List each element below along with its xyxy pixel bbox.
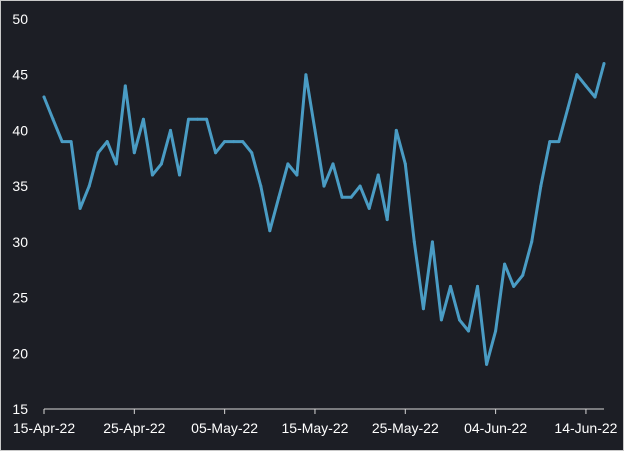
x-tick-label: 05-May-22: [191, 420, 258, 436]
data-point: [349, 195, 353, 199]
y-tick-label: 20: [12, 345, 28, 361]
data-point: [467, 329, 470, 333]
data-point: [205, 117, 209, 121]
data-point: [539, 184, 543, 188]
data-point: [548, 140, 552, 144]
data-point: [376, 173, 380, 177]
data-point: [187, 117, 190, 121]
data-point: [358, 184, 362, 188]
data-point: [87, 184, 91, 188]
data-point: [430, 240, 434, 244]
data-point: [268, 229, 272, 233]
data-point: [277, 195, 281, 199]
data-point: [42, 95, 46, 99]
data-point: [385, 218, 389, 222]
data-point: [313, 128, 317, 132]
y-tick-label: 30: [12, 234, 28, 250]
data-point: [566, 106, 570, 110]
data-point: [458, 318, 461, 322]
data-point: [494, 329, 498, 333]
data-point: [331, 162, 335, 166]
data-point: [259, 184, 263, 188]
data-point: [60, 140, 64, 144]
data-point: [69, 140, 73, 144]
data-point: [421, 307, 425, 311]
data-point: [485, 362, 489, 366]
data-point: [602, 62, 606, 66]
data-point: [196, 117, 199, 121]
data-point: [223, 140, 227, 144]
data-point: [250, 151, 254, 155]
data-point: [367, 206, 371, 210]
y-tick-label: 50: [12, 11, 28, 27]
series-line: [42, 62, 606, 366]
y-tick-label: 15: [12, 401, 28, 417]
data-point: [232, 140, 236, 144]
y-tick-label: 45: [12, 67, 28, 83]
axes: [43, 408, 604, 414]
data-point: [412, 240, 416, 244]
data-point: [132, 151, 136, 155]
data-point: [557, 140, 561, 144]
data-point: [114, 162, 118, 166]
data-point: [403, 162, 407, 166]
x-tick-label: 15-May-22: [282, 420, 349, 436]
data-point: [169, 128, 172, 132]
data-point: [304, 73, 308, 77]
data-point: [51, 117, 55, 121]
data-point: [503, 262, 507, 266]
data-point: [105, 140, 109, 144]
tick-labels: 15 20 25 30 35 40 45 50 15-Apr-22 25-Apr-22 05-May…: [12, 11, 617, 436]
data-point: [439, 318, 443, 322]
y-tick-label: 40: [12, 122, 28, 138]
data-point: [214, 151, 218, 155]
data-point: [322, 184, 326, 188]
data-point: [521, 273, 525, 277]
x-tick-label: 15-Apr-22: [13, 420, 75, 436]
data-point: [394, 128, 398, 132]
x-tick-label: 25-May-22: [372, 420, 439, 436]
data-point: [123, 84, 127, 88]
data-point: [159, 162, 163, 166]
x-tick-label: 25-Apr-22: [103, 420, 165, 436]
data-point: [593, 95, 597, 99]
x-tick-label: 14-Jun-22: [554, 420, 617, 436]
data-point: [584, 84, 588, 88]
series-layer: [42, 62, 606, 366]
data-point: [178, 173, 181, 177]
data-point: [241, 140, 245, 144]
data-point: [530, 240, 534, 244]
data-point: [286, 162, 290, 166]
data-point: [340, 195, 344, 199]
y-tick-label: 35: [12, 178, 28, 194]
data-point: [575, 73, 579, 77]
data-point: [512, 284, 516, 288]
x-tick-label: 04-Jun-22: [464, 420, 527, 436]
data-point: [96, 151, 100, 155]
data-point: [150, 173, 154, 177]
data-point: [449, 284, 452, 288]
data-point: [78, 206, 82, 210]
data-point: [141, 117, 145, 121]
data-point: [295, 173, 299, 177]
y-tick-label: 25: [12, 290, 28, 306]
data-point: [476, 284, 479, 288]
